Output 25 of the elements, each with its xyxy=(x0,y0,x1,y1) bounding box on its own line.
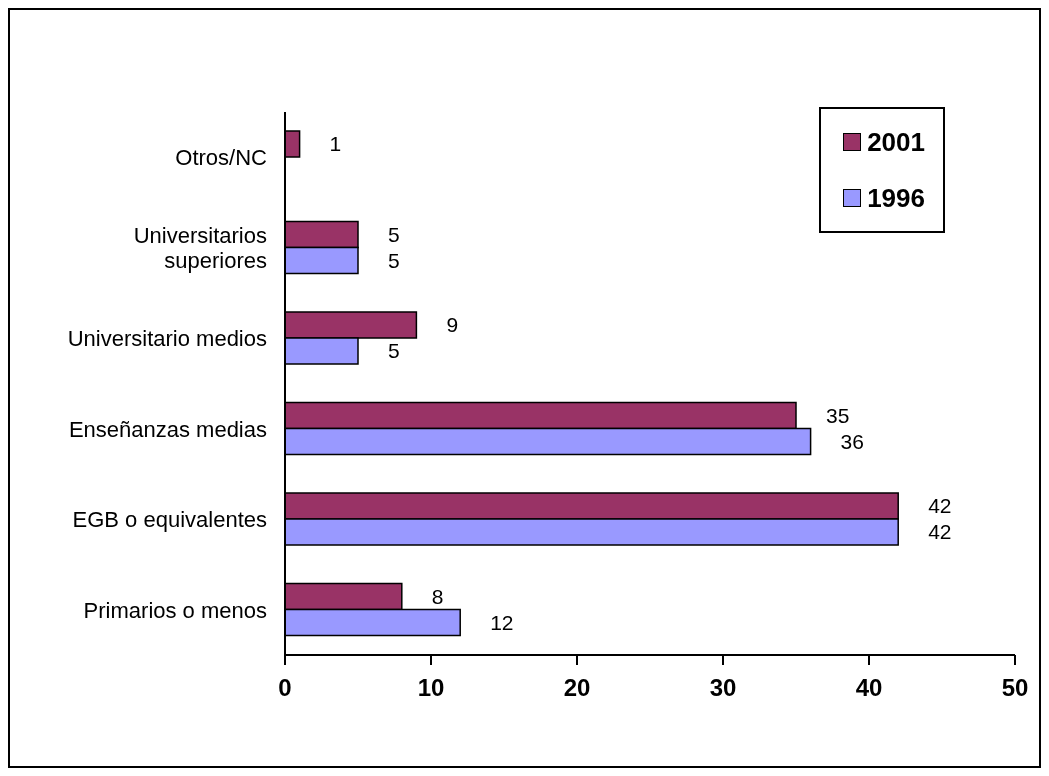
y-tick-label: Universitarios superiores xyxy=(133,222,267,273)
y-tick-label: EGB o equivalentes xyxy=(72,506,267,532)
data-label: 8 xyxy=(431,584,444,608)
data-label: 36 xyxy=(840,429,864,453)
x-tick-label: 10 xyxy=(417,674,445,702)
y-tick-label: Primarios o menos xyxy=(83,597,267,623)
x-tick-label: 40 xyxy=(855,674,883,702)
data-label: 5 xyxy=(388,339,400,363)
x-tick-label: 0 xyxy=(278,674,292,702)
x-tick-label: 50 xyxy=(1001,674,1029,702)
data-label: 9 xyxy=(446,313,459,337)
data-label: 5 xyxy=(388,248,400,272)
data-label: 42 xyxy=(928,494,952,518)
y-tick-label: Enseñanzas medias xyxy=(68,416,267,442)
data-label: 42 xyxy=(928,520,952,544)
legend-label: 2001 xyxy=(867,127,925,157)
x-tick-label: 20 xyxy=(563,674,591,702)
y-tick-label: Universitario medios xyxy=(67,325,267,351)
data-label: 5 xyxy=(388,222,400,246)
data-label: 35 xyxy=(826,403,850,427)
data-label: 1 xyxy=(329,132,342,156)
data-label: 12 xyxy=(490,610,514,634)
legend-label: 1996 xyxy=(867,183,925,213)
y-tick-label: Otros/NC xyxy=(175,144,268,170)
x-tick-label: 30 xyxy=(709,674,737,702)
